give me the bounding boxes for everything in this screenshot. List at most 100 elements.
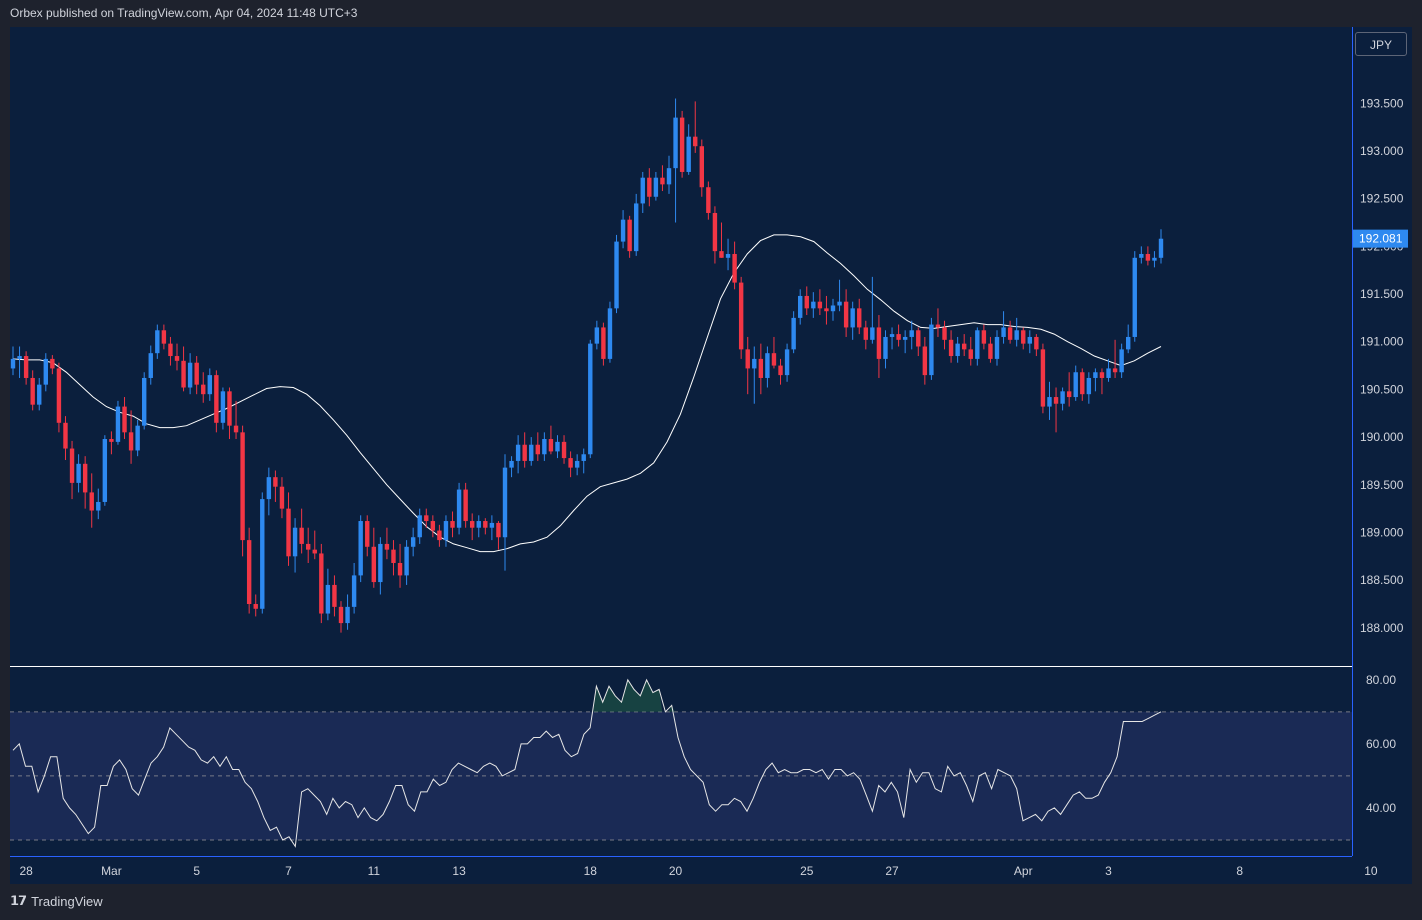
currency-selector[interactable]: JPY: [1355, 32, 1407, 56]
candle-down: [935, 324, 941, 328]
x-tick-label: 5: [193, 864, 200, 878]
x-tick-label: 11: [368, 864, 381, 878]
candle-up: [929, 324, 934, 376]
candle-down: [391, 549, 396, 563]
candle-down: [745, 349, 750, 369]
tradingview-logo-icon: 𝟭𝟳: [10, 893, 27, 908]
rsi-overbought-fill: [593, 679, 663, 712]
rsi-tick-label: 40.00: [1366, 801, 1396, 815]
candle-up: [1001, 327, 1006, 337]
candle-down: [437, 530, 442, 541]
candle-down: [240, 432, 245, 541]
candle-down: [1099, 372, 1105, 378]
candle-down: [128, 432, 134, 451]
candle-down: [332, 584, 337, 607]
candle-up: [765, 353, 770, 378]
candle-up: [889, 334, 895, 337]
candle-down: [824, 308, 829, 312]
price-tick-label: 190.000: [1360, 430, 1404, 444]
candle-up: [502, 467, 508, 538]
candle-down: [1066, 391, 1072, 398]
rsi-pane[interactable]: [10, 678, 1352, 848]
candle-up: [10, 358, 16, 369]
candle-up: [666, 168, 672, 185]
candle-down: [647, 177, 652, 197]
candle-down: [253, 604, 258, 609]
candle-up: [102, 439, 108, 502]
candle-up: [1047, 397, 1052, 407]
candle-up: [1086, 377, 1092, 395]
candle-down: [338, 606, 344, 624]
candle-down: [843, 301, 849, 328]
candle-up: [588, 343, 593, 455]
candle-up: [784, 349, 790, 376]
chart-svg[interactable]: 193.500193.000192.500192.000191.500191.0…: [10, 27, 1412, 884]
price-tick-label: 192.500: [1360, 192, 1404, 206]
candle-up: [555, 441, 560, 452]
candle-up: [378, 543, 383, 583]
candle-down: [738, 282, 744, 350]
candle-up: [870, 327, 875, 340]
candle-down: [397, 562, 403, 576]
candle-down: [299, 527, 304, 544]
x-tick-label: 28: [19, 864, 33, 878]
candle-up: [404, 546, 409, 576]
candle-down: [732, 253, 737, 283]
candle-down: [246, 540, 252, 605]
candle-down: [804, 295, 809, 309]
candle-down: [988, 343, 993, 359]
price-tick-label: 193.000: [1360, 144, 1404, 158]
candle-up: [686, 136, 691, 172]
x-tick-label: 18: [584, 864, 598, 878]
candle-up: [207, 375, 212, 395]
x-tick-label: Mar: [101, 864, 122, 878]
publisher-header: Orbex published on TradingView.com, Apr …: [10, 6, 358, 20]
candle-up: [1139, 253, 1144, 258]
candle-down: [1021, 330, 1026, 344]
candle-down: [23, 356, 29, 378]
candle-up: [292, 527, 298, 557]
candle-down: [214, 375, 219, 423]
candle-down: [1040, 349, 1046, 407]
candle-down: [233, 425, 239, 433]
footer-brand: TradingView: [31, 893, 103, 909]
candle-up: [115, 406, 121, 442]
candle-down: [876, 327, 882, 359]
price-tick-label: 191.500: [1360, 287, 1404, 301]
candle-down: [161, 330, 167, 344]
candle-down: [319, 553, 324, 614]
footer: 𝟭𝟳 TradingView: [10, 893, 103, 909]
candle-up: [1126, 336, 1131, 350]
x-tick-label: 3: [1105, 864, 1112, 878]
x-tick-label: 8: [1236, 864, 1243, 878]
price-tick-label: 193.500: [1360, 96, 1404, 110]
candle-down: [109, 439, 114, 442]
candle-up: [574, 460, 580, 468]
candle-down: [601, 327, 606, 359]
candle-up: [142, 377, 147, 426]
candle-up: [1119, 349, 1124, 373]
candle-down: [981, 330, 987, 344]
candle-up: [673, 117, 678, 169]
candle-up: [620, 219, 626, 242]
candle-down: [916, 330, 921, 347]
x-tick-label: 20: [669, 864, 683, 878]
x-tick-label: Apr: [1014, 864, 1033, 878]
candle-up: [594, 327, 600, 344]
candle-up: [640, 177, 645, 204]
candle-up: [752, 358, 757, 369]
candle-up: [1027, 336, 1032, 344]
candle-down: [1080, 372, 1085, 395]
candle-down: [63, 422, 68, 449]
candle-down: [968, 349, 973, 359]
candle-down: [561, 441, 567, 459]
candle-down: [548, 439, 554, 452]
rsi-tick-label: 60.00: [1366, 737, 1396, 751]
candle-down: [942, 327, 947, 340]
candle-up: [1132, 257, 1137, 337]
candle-up: [76, 463, 81, 483]
candle-up: [509, 460, 514, 468]
x-tick-label: 13: [452, 864, 466, 878]
rsi-tick-label: 80.00: [1366, 673, 1396, 687]
candle-down: [962, 343, 967, 350]
